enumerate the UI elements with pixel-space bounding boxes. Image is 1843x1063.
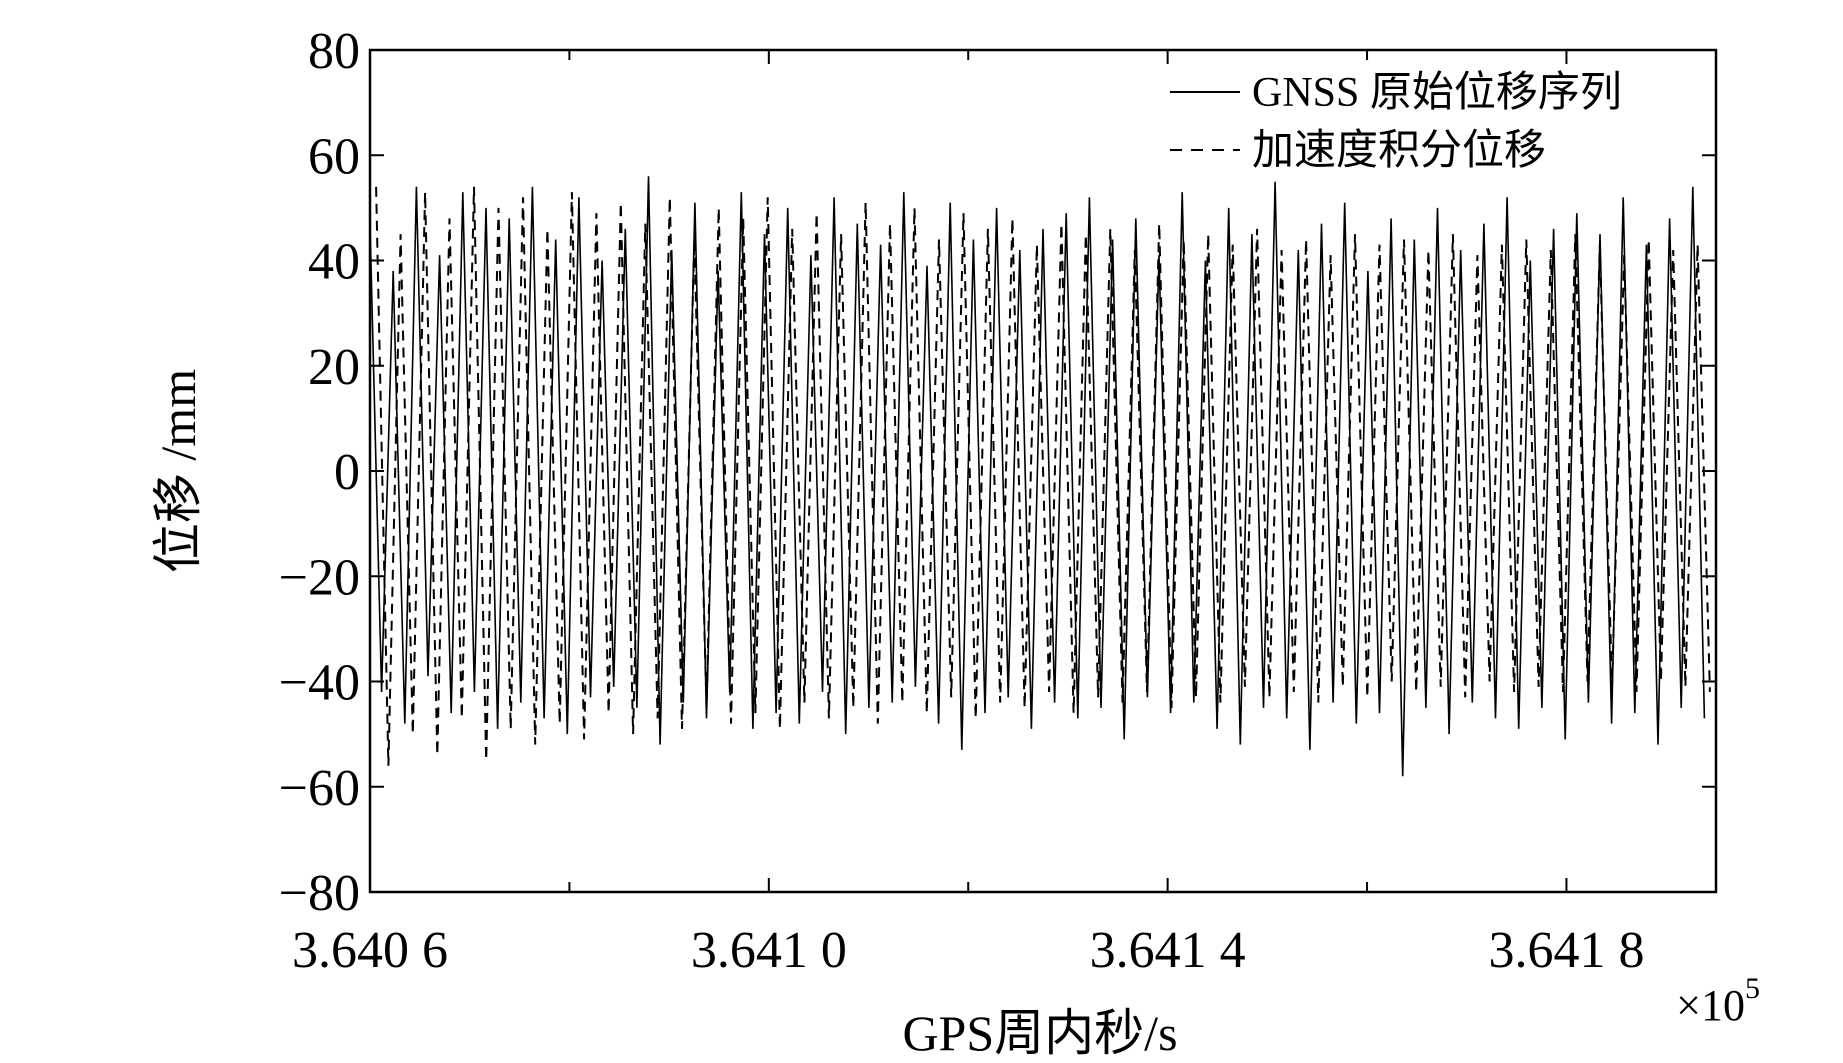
x-multiplier-base: ×10 [1676,981,1745,1030]
x-axis-multiplier: ×105 [1676,972,1760,1030]
series-line-accel [375,186,1711,766]
x-axis-label: GPS周内秒/s [902,1005,1177,1061]
y-tick-label: 0 [334,444,360,501]
series-line-gnss [369,176,1706,777]
ticks-layer: 80 60 40 20 0 −20 −40 −60 −803.640 6 3.641 0 3.641… [279,23,1716,979]
x-tick-label: 3.641 8 [1488,922,1644,979]
y-tick-label: −80 [279,865,360,922]
x-tick-label: 3.641 4 [1090,922,1246,979]
series-layer [369,176,1711,777]
y-tick-label: 80 [308,23,360,80]
y-tick-label: −20 [279,549,360,606]
y-tick-label: −60 [279,760,360,817]
legend-label-gnss: GNSS 原始位移序列 [1252,69,1622,116]
x-tick-label: 3.641 0 [691,922,847,979]
x-multiplier-exponent: 5 [1745,972,1760,1005]
y-tick-label: 60 [308,128,360,185]
y-tick-label: 20 [308,339,360,396]
legend-label-accel: 加速度积分位移 [1252,127,1546,174]
y-axis-label: 位移 /mm [150,369,206,573]
y-tick-label: −40 [279,655,360,712]
legend: GNSS 原始位移序列 加速度积分位移 [1170,69,1622,174]
y-tick-label: 40 [308,234,360,291]
x-tick-label: 3.640 6 [292,922,448,979]
